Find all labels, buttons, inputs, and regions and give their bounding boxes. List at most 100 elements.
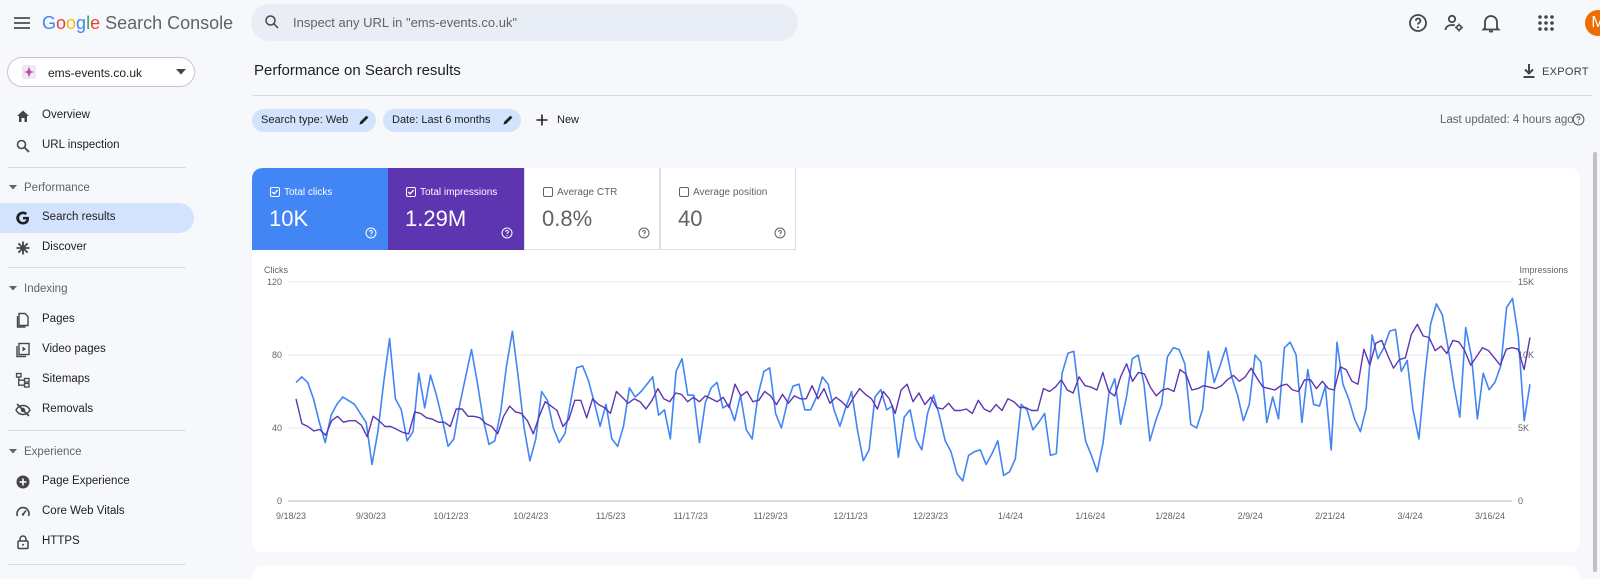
avatar[interactable]: M — [1585, 10, 1600, 36]
x-tick-label: 11/29/23 — [753, 511, 787, 521]
sidebar-item-https[interactable]: HTTPS — [0, 527, 194, 557]
search-input[interactable] — [293, 4, 773, 41]
metric-total-clicks[interactable]: Total clicks 10K — [252, 168, 388, 250]
sidebar-item-label: Video pages — [42, 343, 106, 355]
menu-icon[interactable] — [10, 11, 34, 35]
last-updated-text: Last updated: 4 hours ago — [1440, 114, 1574, 126]
left-axis-title: Clicks — [264, 265, 288, 275]
filter-chip-search-type[interactable]: Search type: Web — [252, 109, 376, 132]
chevron-down-icon — [9, 449, 17, 454]
left-tick-label: 80 — [272, 350, 282, 360]
sidebar-item-video-pages[interactable]: Video pages — [0, 335, 194, 365]
edit-pencil-icon[interactable] — [358, 114, 370, 126]
metric-value: 1.29M — [405, 206, 467, 231]
sidebar-divider — [8, 167, 186, 168]
sitemap-icon — [15, 372, 31, 388]
google-g-icon — [15, 210, 31, 226]
google-search-console-logo[interactable]: Google Search Console — [42, 13, 234, 33]
sidebar-item-pages[interactable]: Pages — [0, 305, 194, 335]
chevron-down-icon — [176, 69, 186, 75]
sidebar-section-performance[interactable]: Performance — [0, 179, 190, 199]
url-inspection-search[interactable] — [251, 4, 798, 41]
edit-pencil-icon[interactable] — [502, 114, 514, 126]
chevron-down-icon — [9, 286, 17, 291]
sidebar-divider — [8, 564, 186, 565]
sidebar-item-sitemaps[interactable]: Sitemaps — [0, 365, 194, 395]
header-divider — [252, 95, 1592, 96]
sidebar-item-core-web-vitals[interactable]: Core Web Vitals — [0, 497, 194, 527]
metric-total-impressions[interactable]: Total impressions 1.29M — [388, 168, 524, 250]
help-icon[interactable] — [1406, 11, 1430, 35]
help-icon[interactable] — [638, 227, 650, 239]
x-tick-label: 1/28/24 — [1155, 511, 1185, 521]
performance-card: Total clicks 10K Total impressions 1.29M… — [252, 168, 1580, 552]
sidebar-item-overview[interactable]: Overview — [0, 101, 194, 131]
metric-value: 0.8% — [542, 206, 593, 231]
page-title: Performance on Search results — [254, 62, 461, 79]
sidebar-item-label: Page Experience — [42, 475, 130, 487]
metric-average-ctr[interactable]: Average CTR 0.8% — [524, 168, 660, 250]
asterisk-icon — [15, 240, 31, 256]
chip-label: Search type: Web — [261, 114, 349, 126]
new-label: New — [557, 114, 580, 126]
checkbox-checked-icon[interactable] — [406, 187, 416, 197]
plus-icon — [535, 113, 549, 127]
sidebar-item-label: Core Web Vitals — [42, 505, 125, 517]
sidebar-section-experience[interactable]: Experience — [0, 443, 190, 463]
series-line-clicks — [295, 297, 1531, 482]
property-selector[interactable]: ems-events.co.uk — [7, 57, 195, 87]
right-tick-label: 5K — [1518, 423, 1529, 433]
x-tick-label: 2/21/24 — [1315, 511, 1345, 521]
filter-chip-date[interactable]: Date: Last 6 months — [383, 109, 521, 132]
sidebar-item-search-results[interactable]: Search results — [0, 203, 194, 233]
x-tick-label: 12/11/23 — [833, 511, 867, 521]
search-icon — [15, 138, 31, 154]
checkbox-checked-icon[interactable] — [270, 187, 280, 197]
x-tick-label: 10/12/23 — [433, 511, 468, 521]
x-tick-label: 1/16/24 — [1075, 511, 1105, 521]
download-icon — [1520, 62, 1538, 80]
chart-series — [295, 297, 1531, 482]
metric-label: Average position — [693, 187, 768, 198]
checkbox-unchecked-icon[interactable] — [679, 187, 689, 197]
checkbox-unchecked-icon[interactable] — [543, 187, 553, 197]
metric-average-position[interactable]: Average position 40 — [660, 168, 796, 250]
x-tick-label: 11/17/23 — [673, 511, 707, 521]
sidebar-divider — [8, 430, 186, 431]
sidebar-section-indexing[interactable]: Indexing — [0, 280, 190, 300]
sidebar-item-url-inspection[interactable]: URL inspection — [0, 131, 194, 161]
export-label: EXPORT — [1542, 66, 1589, 78]
right-tick-label: 15K — [1518, 277, 1534, 287]
manage-users-icon[interactable] — [1442, 11, 1466, 35]
sidebar-item-label: Sitemaps — [42, 373, 90, 385]
product-name: Search Console — [105, 13, 234, 33]
sidebar-item-removals[interactable]: Removals — [0, 395, 194, 425]
left-tick-label: 120 — [267, 277, 282, 287]
last-updated: Last updated: 4 hours ago — [1440, 113, 1585, 126]
help-icon[interactable] — [774, 227, 786, 239]
series-line-impressions — [295, 323, 1531, 438]
page-scrollbar[interactable] — [1593, 152, 1597, 572]
section-label: Performance — [24, 182, 90, 194]
help-icon[interactable] — [365, 227, 377, 239]
x-tick-label: 1/4/24 — [998, 511, 1023, 521]
help-icon[interactable] — [1572, 113, 1585, 126]
apps-icon[interactable] — [1534, 11, 1558, 35]
sidebar-item-label: HTTPS — [42, 535, 80, 547]
performance-line-chart[interactable]: Clicks Impressions 0 40 80 120 0 5K 10K 15K 9/… — [252, 263, 1580, 538]
speed-gauge-icon — [15, 504, 31, 520]
help-icon[interactable] — [501, 227, 513, 239]
search-icon — [263, 13, 281, 31]
right-axis-title: Impressions — [1519, 265, 1568, 275]
right-tick-label: 10K — [1518, 350, 1534, 360]
notifications-icon[interactable] — [1479, 11, 1503, 35]
export-button[interactable]: EXPORT — [1520, 60, 1590, 84]
new-filter-button[interactable]: New — [535, 109, 585, 132]
chevron-down-icon — [9, 185, 17, 190]
sidebar-item-discover[interactable]: Discover — [0, 233, 194, 263]
sidebar-item-page-experience[interactable]: Page Experience — [0, 467, 194, 497]
x-tick-label: 3/4/24 — [1398, 511, 1423, 521]
next-card-edge — [252, 566, 1580, 579]
x-tick-label: 9/30/23 — [356, 511, 386, 521]
metric-value: 10K — [269, 206, 309, 231]
